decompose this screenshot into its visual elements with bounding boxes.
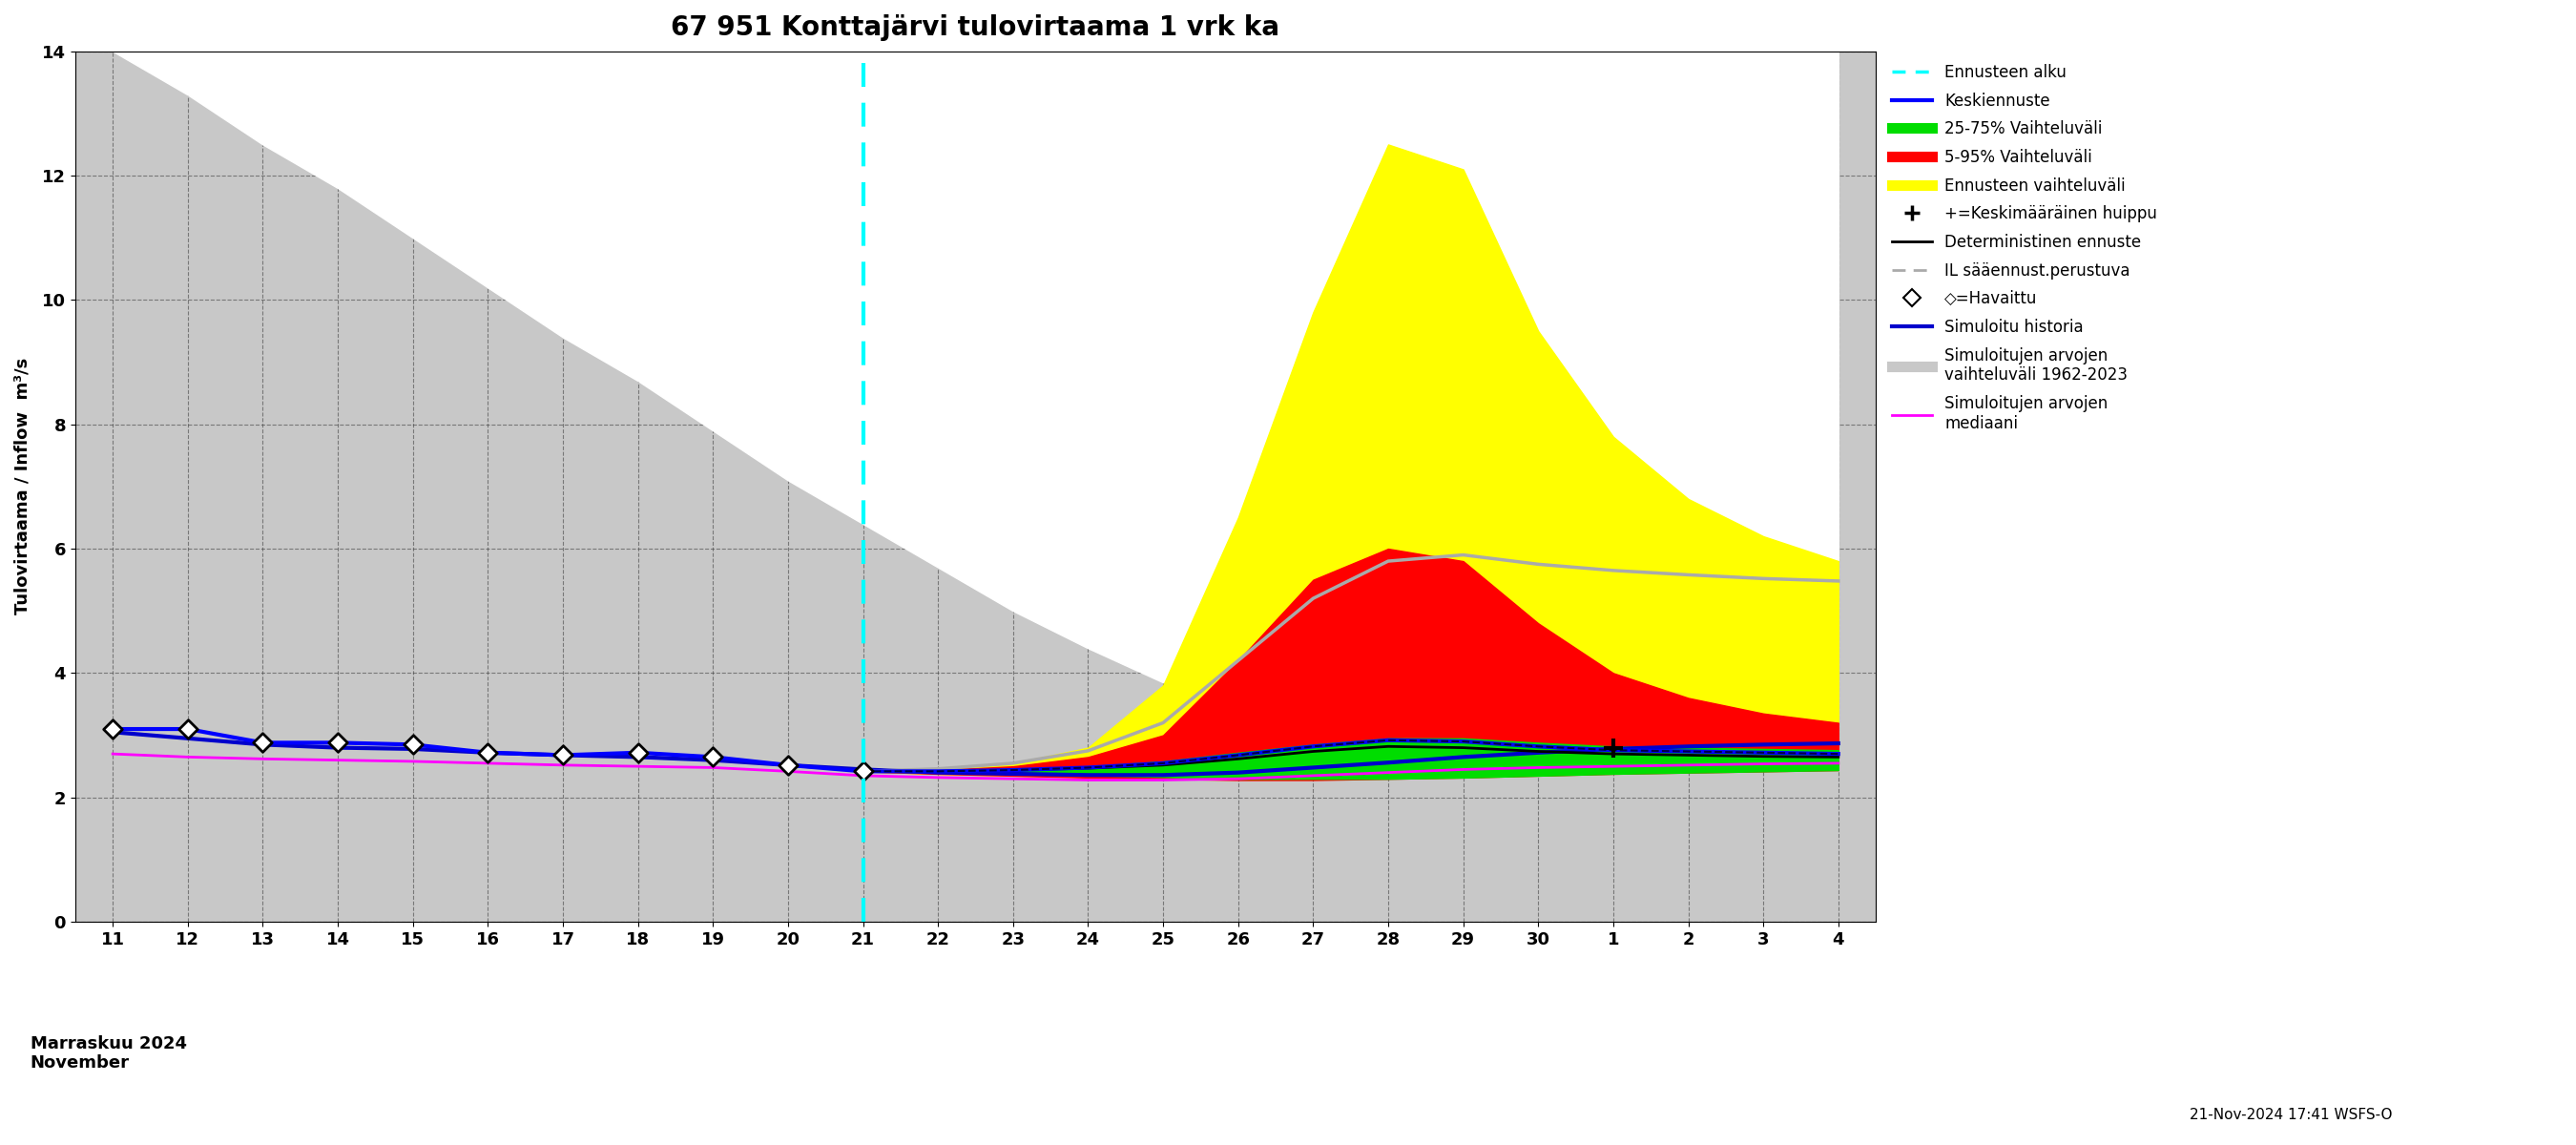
Point [768, 756, 809, 774]
Point [1592, 739, 1633, 757]
Point [93, 720, 134, 739]
Point [466, 743, 507, 761]
Point [842, 763, 884, 781]
Point [317, 734, 358, 752]
Y-axis label: Tulovirtaama / Inflow  m³/s: Tulovirtaama / Inflow m³/s [15, 358, 31, 615]
Point [167, 720, 209, 739]
Point [693, 748, 734, 766]
Text: Marraskuu 2024
November: Marraskuu 2024 November [31, 1035, 185, 1072]
Point [242, 734, 283, 752]
Legend: Ennusteen alku, Keskiennuste, 25-75% Vaihteluväli, 5-95% Vaihteluväli, Ennusteen: Ennusteen alku, Keskiennuste, 25-75% Vai… [1888, 60, 2161, 437]
Point [618, 743, 659, 761]
Title: 67 951 Konttajärvi tulovirtaama 1 vrk ka: 67 951 Konttajärvi tulovirtaama 1 vrk ka [672, 14, 1280, 41]
Text: 21-Nov-2024 17:41 WSFS-O: 21-Nov-2024 17:41 WSFS-O [2190, 1108, 2393, 1122]
Point [392, 735, 433, 753]
Point [544, 747, 585, 765]
